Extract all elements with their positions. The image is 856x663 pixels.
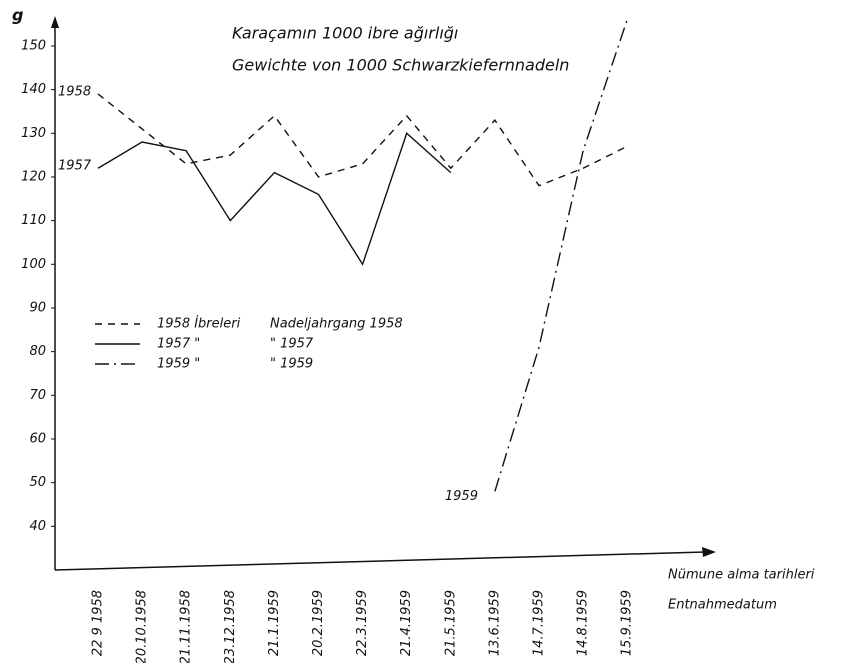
y-tick-label: 100 [21, 257, 46, 272]
y-arrow [51, 16, 59, 28]
legend-label: 1959 " [157, 357, 200, 372]
series-label: 1957 [58, 159, 92, 174]
legend-label: Nadeljahrgang 1958 [270, 317, 403, 332]
x-axis [54, 551, 706, 571]
series-line [97, 93, 628, 187]
x-tick-label: 21.5.1959 [443, 590, 458, 656]
x-axis-label-2: Entnahmedatum [668, 598, 777, 613]
x-tick-label: 14.7.1959 [532, 590, 547, 656]
series-line [97, 132, 452, 266]
x-tick-label: 21.4.1959 [399, 590, 414, 656]
y-tick-label: 70 [29, 388, 46, 403]
x-tick-label: 21.1.1959 [267, 590, 282, 656]
legend-label: " 1959 [270, 357, 313, 372]
series-line [494, 19, 628, 492]
x-tick-label: 20.10.1958 [135, 590, 150, 663]
y-tick-label: 150 [21, 38, 46, 53]
y-tick-label: 110 [21, 213, 46, 228]
y-tick-label: 140 [21, 82, 46, 97]
x-tick-label: 15.9.1959 [620, 590, 635, 656]
chart-title: Karaçamın 1000 ibre ağırlığı [232, 24, 458, 43]
x-tick-label: 21.11.1958 [179, 590, 194, 663]
series-label: 1958 [58, 84, 91, 99]
legend-label: 1958 İbreleri [157, 316, 241, 332]
y-tick-label: 40 [29, 519, 46, 534]
x-tick-label: 20.2.1959 [311, 590, 326, 656]
y-tick-label: 50 [29, 475, 46, 490]
x-tick-label: 23.12.1958 [223, 590, 238, 663]
x-tick-label: 22.3.1959 [355, 590, 370, 656]
x-tick-label: 14.8.1959 [576, 590, 591, 656]
x-tick-label: 22 9 1958 [91, 590, 106, 656]
y-tick-label: 130 [21, 126, 46, 141]
y-tick-label: 120 [21, 169, 46, 184]
x-arrow [702, 547, 716, 557]
x-tick-label: 13.6.1959 [487, 590, 502, 656]
y-axis-label: g [12, 6, 23, 25]
y-tick-label: 80 [29, 344, 46, 359]
series-label: 1959 [445, 489, 478, 504]
legend-label: " 1957 [270, 337, 314, 352]
y-tick-label: 90 [29, 300, 46, 315]
chart-subtitle: Gewichte von 1000 Schwarzkiefernnadeln [232, 56, 569, 75]
x-axis-label: Nümune alma tarihleri [668, 568, 815, 583]
y-tick-label: 60 [29, 431, 46, 446]
legend-label: 1957 " [157, 337, 200, 352]
